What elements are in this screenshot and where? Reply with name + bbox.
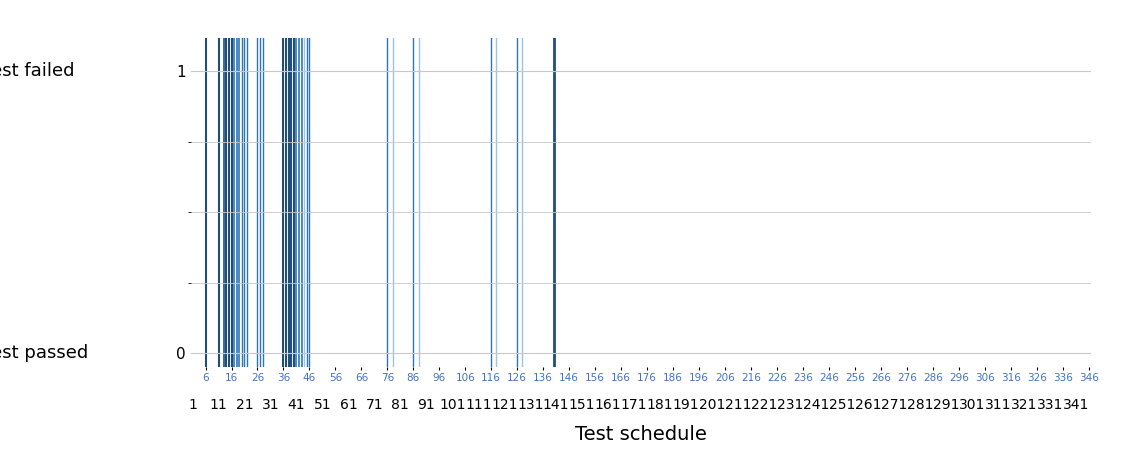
X-axis label: Test schedule: Test schedule <box>575 424 708 444</box>
Text: Test passed: Test passed <box>0 344 88 362</box>
Text: Test failed: Test failed <box>0 63 74 81</box>
